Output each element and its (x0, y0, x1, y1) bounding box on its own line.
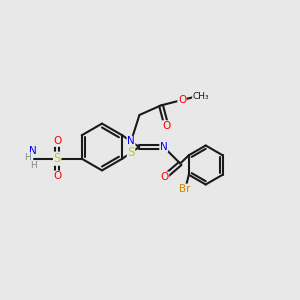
Text: H: H (24, 153, 31, 162)
Text: S: S (53, 152, 61, 165)
Text: N: N (29, 146, 37, 156)
Text: N: N (127, 136, 135, 146)
Text: O: O (178, 95, 186, 105)
Text: O: O (162, 121, 171, 131)
Text: S: S (127, 146, 135, 159)
Text: Br: Br (179, 184, 191, 194)
Text: N: N (160, 142, 168, 152)
Text: O: O (53, 171, 61, 181)
Text: O: O (160, 172, 169, 182)
Text: H: H (30, 161, 37, 170)
Text: O: O (53, 136, 61, 146)
Text: CH₃: CH₃ (193, 92, 209, 101)
